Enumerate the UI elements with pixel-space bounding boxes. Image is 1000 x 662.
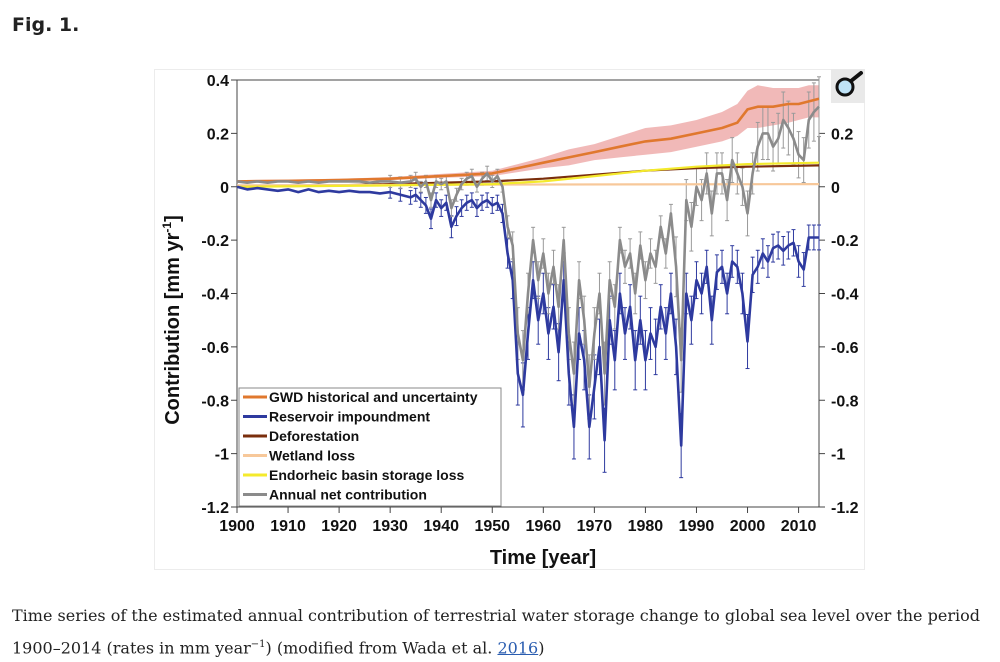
y-tick-label-right: -0.4 [831,287,859,304]
y-tick-label-left: 0.2 [207,126,229,143]
y-tick-label-left: -0.4 [201,287,229,304]
legend-label: Wetland loss [269,448,355,464]
legend-box [238,387,502,507]
caption-text-3: ) [538,638,545,658]
y-tick-label-right: 0.2 [831,126,853,143]
y-tick-label-right: -0.8 [831,393,859,410]
x-tick-label: 1900 [219,518,255,535]
caption-superscript: −1 [250,639,266,650]
chart-frame: 0.4 0.2 0 -0.2 -0.4 -0.6 -0.8 -1 -1.2 0.2 0 -0.2 -0.… [154,69,865,570]
y-axis-title: Contribution [mm yr-1] [160,215,184,425]
x-axis-title: Time [year] [490,547,596,569]
y-tick-label-left: 0.4 [207,73,229,90]
x-tick-label: 1930 [372,518,408,535]
y-axis-title-end: ] [162,215,184,222]
legend-label: Reservoir impoundment [269,409,430,425]
y-tick-label-left: -0.6 [201,340,229,357]
x-tick-label: 1910 [270,518,306,535]
y-tick-label-right: -1.2 [831,500,859,517]
x-tick-label: 2000 [730,518,766,535]
y-tick-label-left: -0.8 [201,393,229,410]
y-tick-label-left: -1 [215,447,229,464]
caption-text-2: ) (modified from Wada et al. [265,638,498,658]
plot-axes [231,79,825,513]
x-tick-label: 1920 [321,518,357,535]
legend-label: GWD historical and uncertainty [269,389,478,405]
legend-label: Annual net contribution [269,487,427,503]
magnifier-button[interactable] [831,69,865,103]
y-tick-label-left: 0 [220,180,229,197]
x-tick-label: 2010 [781,518,817,535]
x-tick-label: 1970 [577,518,613,535]
figure-label: Fig. 1. [12,14,80,36]
y-tick-label-right: -1 [831,447,845,464]
y-tick-label-right: -0.2 [831,233,859,250]
y-axis-title-sup: -1 [160,222,174,233]
x-tick-label: 1940 [423,518,459,535]
legend-label: Endorheic basin storage loss [269,467,464,483]
y-axis-title-main: Contribution [mm yr [162,232,184,424]
gwd-uncertainty-band [237,85,819,183]
annual-net-contribution-line [236,105,820,389]
legend: GWD historical and uncertainty Reservoir … [238,387,502,507]
y-tick-label-right: -0.6 [831,340,859,357]
chart-svg: 0.4 0.2 0 -0.2 -0.4 -0.6 -0.8 -1 -1.2 0.2 0 -0.2 -0.… [160,73,859,569]
citation-link[interactable]: 2016 [497,638,539,658]
y-tick-label-left: -0.2 [201,233,229,250]
figure-caption: Time series of the estimated annual cont… [12,601,992,662]
y-tick-label-left: -1.2 [201,500,229,517]
legend-label: Deforestation [269,428,359,444]
series-lines-group [236,97,820,447]
x-tick-label: 1990 [679,518,715,535]
magnifier-icon [831,69,865,103]
x-tick-label: 1980 [628,518,664,535]
x-tick-label: 1960 [526,518,562,535]
gwd-historical-and-uncertainty-line [236,97,820,183]
tick-labels-group: 0.4 0.2 0 -0.2 -0.4 -0.6 -0.8 -1 -1.2 0.2 0 -0.2 -0.… [201,73,858,535]
gwd-uncertainty-band-group [237,85,819,183]
caption-text-1: Time series of the estimated annual cont… [12,606,980,658]
x-tick-label: 1950 [474,518,510,535]
reservoir-impoundment-line [236,185,819,447]
y-tick-label-right: 0 [831,180,840,197]
